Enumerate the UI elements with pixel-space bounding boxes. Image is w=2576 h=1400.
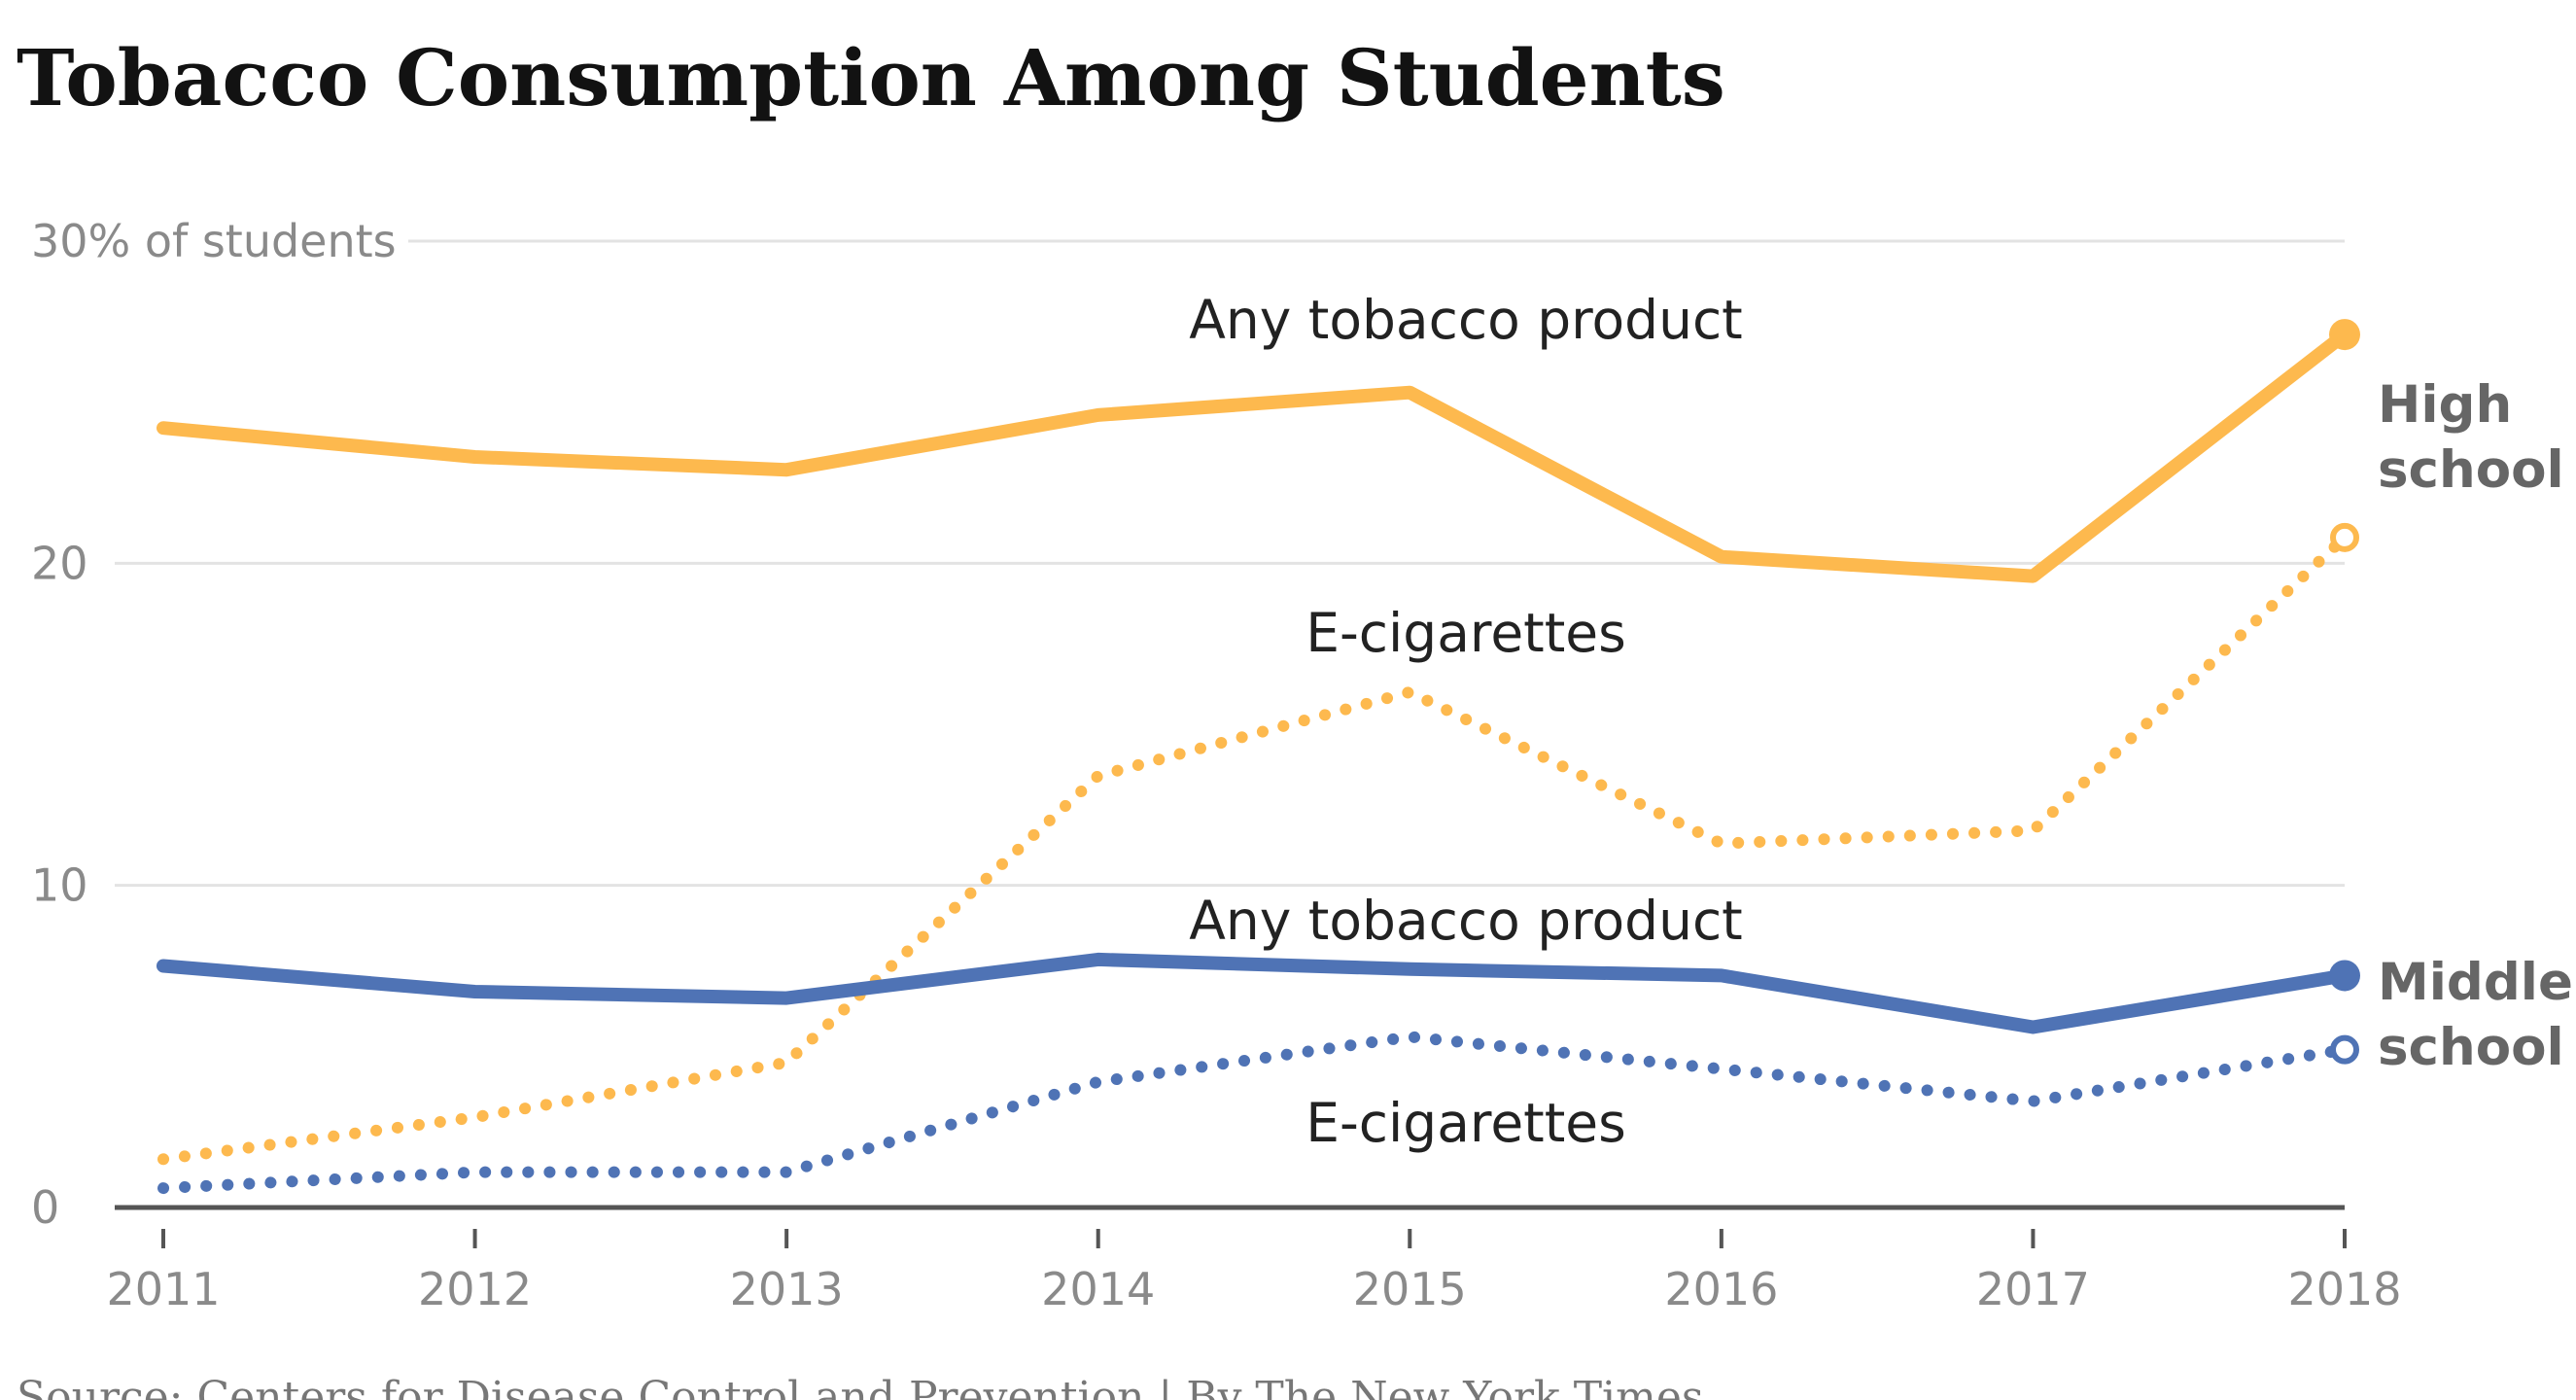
series-lines <box>157 319 2360 1195</box>
series-end-marker <box>2329 960 2360 992</box>
x-tick-label: 2014 <box>1041 1263 1155 1315</box>
x-tick-label: 2017 <box>1976 1263 2090 1315</box>
x-tick-label: 2013 <box>730 1263 844 1315</box>
series-labels: Any tobacco product E-cigarettes Any tobac… <box>1189 289 2573 1154</box>
y-tick-label: 10 <box>31 859 88 912</box>
y-tick-label: 30% of students <box>31 215 397 267</box>
series-end-marker <box>2329 319 2360 351</box>
x-tick-label: 2018 <box>2287 1263 2401 1315</box>
series-label: E-cigarettes <box>1305 1092 1626 1154</box>
middle-any-tobacco-line <box>157 952 2351 1034</box>
x-tick-label: 2015 <box>1353 1263 1467 1315</box>
group-label: school <box>2378 440 2564 500</box>
x-tick-label: 2016 <box>1664 1263 1778 1315</box>
source-note: Source: Centers for Disease Control and … <box>17 1373 1703 1400</box>
grid-lines: 0 10 20 30% of students <box>31 215 2345 1234</box>
middle-e-cigarettes-line <box>157 1031 2350 1195</box>
series-end-marker <box>2330 522 2359 552</box>
series-label: E-cigarettes <box>1305 602 1626 664</box>
group-label: school <box>2378 1018 2564 1077</box>
chart-title: Tobacco Consumption Among Students <box>17 32 1725 123</box>
x-axis: 2011 2012 2013 2014 2015 2016 2017 2018 <box>106 1229 2402 1315</box>
x-tick-label: 2011 <box>106 1263 220 1315</box>
y-tick-label: 20 <box>31 537 88 589</box>
high-any-tobacco-line <box>157 328 2351 583</box>
high-e-cigarettes-line <box>157 531 2350 1166</box>
series-end-marker <box>2330 1034 2359 1065</box>
group-label: Middle <box>2378 953 2573 1012</box>
series-label: Any tobacco product <box>1189 890 1743 952</box>
series-label: Any tobacco product <box>1189 289 1743 351</box>
x-tick-label: 2012 <box>418 1263 532 1315</box>
y-tick-label: 0 <box>31 1181 59 1234</box>
group-label: High <box>2378 375 2512 435</box>
